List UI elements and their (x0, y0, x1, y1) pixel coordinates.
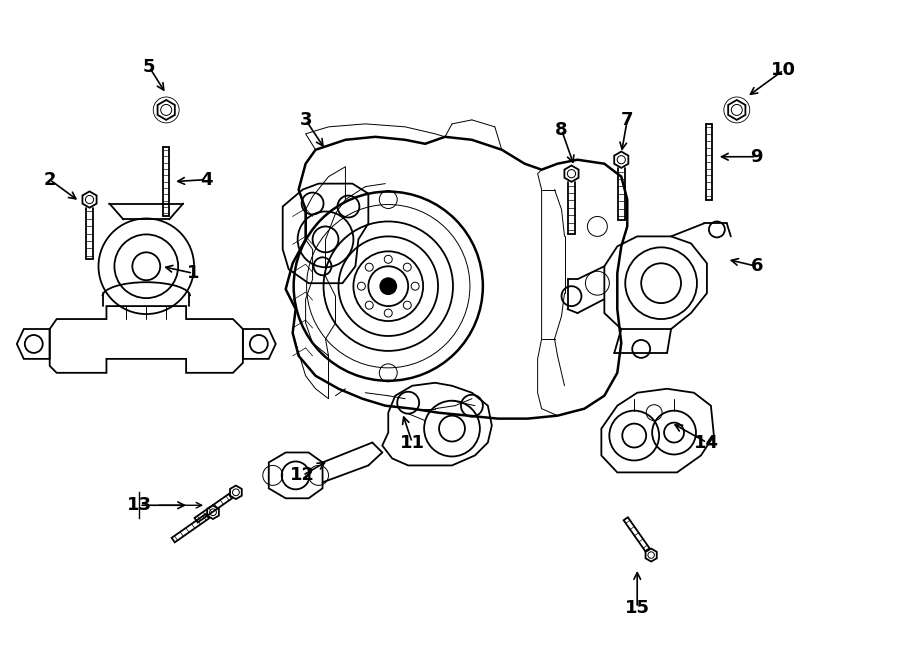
Text: 3: 3 (300, 111, 312, 129)
Text: 15: 15 (625, 599, 650, 617)
Text: 9: 9 (751, 147, 763, 166)
Circle shape (381, 278, 396, 294)
Text: 5: 5 (143, 58, 156, 76)
Text: 6: 6 (751, 257, 763, 275)
Text: 12: 12 (290, 467, 315, 485)
Text: 14: 14 (695, 434, 719, 451)
Text: 7: 7 (621, 111, 634, 129)
Text: 13: 13 (127, 496, 152, 514)
Text: 2: 2 (43, 171, 56, 188)
Text: 1: 1 (187, 264, 199, 282)
Text: 8: 8 (555, 121, 568, 139)
Text: 4: 4 (200, 171, 212, 188)
Text: 11: 11 (400, 434, 425, 451)
Text: 10: 10 (771, 61, 796, 79)
